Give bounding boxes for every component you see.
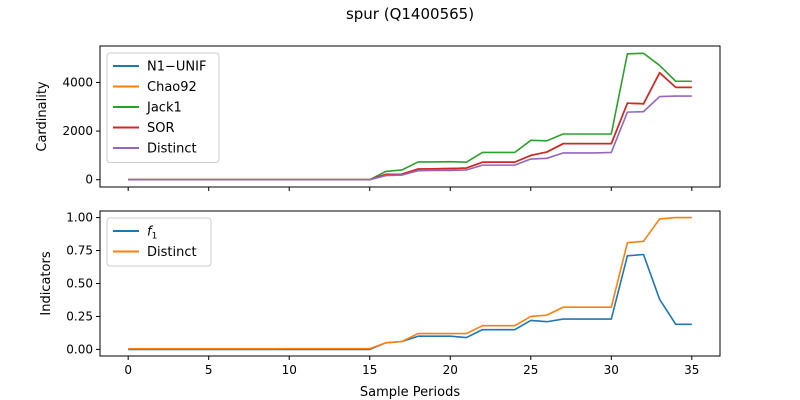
indicators-x-tick-label: 15 (362, 363, 377, 377)
indicators-y-tick-label: 0.00 (66, 342, 93, 356)
indicators-x-tick-label: 5 (205, 363, 213, 377)
indicators-x-tick-label: 25 (523, 363, 538, 377)
figure-title: spur (Q1400565) (346, 5, 474, 23)
x-axis-label: Sample Periods (360, 385, 460, 400)
cardinality-legend-label: N1−UNIF (147, 60, 206, 75)
cardinality-axes-frame (99, 45, 721, 188)
cardinality-y-axis-label: Cardinality (35, 81, 50, 152)
cardinality-panel: 0 2000 4000 Cardinality N1−UNIF Chao92 Jack1 SO… (35, 45, 721, 191)
indicators-legend-label: Distinct (147, 245, 197, 260)
indicators-x-tick-label: 0 (124, 363, 132, 377)
cardinality-y-tick-label: 0 (85, 173, 93, 187)
indicators-x-tick-label: 30 (604, 363, 619, 377)
indicators-y-tick-label: 1.00 (66, 211, 93, 225)
indicators-y-tick-label: 0.50 (66, 277, 93, 291)
indicators-series-line (128, 216, 692, 350)
indicators-panel: 0 5 10 15 20 25 30 35 0.00 0.25 0.50 0.75 1.00 Indica… (39, 210, 721, 377)
indicators-x-tick-label: 35 (684, 363, 699, 377)
cardinality-legend-label: Chao92 (147, 80, 197, 95)
indicators-x-tick-label: 10 (282, 363, 297, 377)
cardinality-y-tick-label: 4000 (62, 75, 93, 89)
indicators-y-axis-label: Indicators (39, 251, 54, 315)
cardinality-legend-label: SOR (147, 121, 175, 136)
cardinality-series-line (128, 95, 692, 181)
indicators-y-tick-label: 0.75 (66, 244, 93, 258)
cardinality-y-tick-label: 2000 (62, 124, 93, 138)
indicators-x-tick-label: 20 (443, 363, 458, 377)
cardinality-legend (106, 52, 220, 163)
indicators-legend-label: f1 (147, 225, 157, 242)
indicators-y-tick-label: 0.25 (66, 309, 93, 323)
indicators-series-line (128, 253, 692, 351)
cardinality-legend-label: Distinct (147, 142, 197, 157)
cardinality-legend-label: Jack1 (146, 101, 182, 116)
